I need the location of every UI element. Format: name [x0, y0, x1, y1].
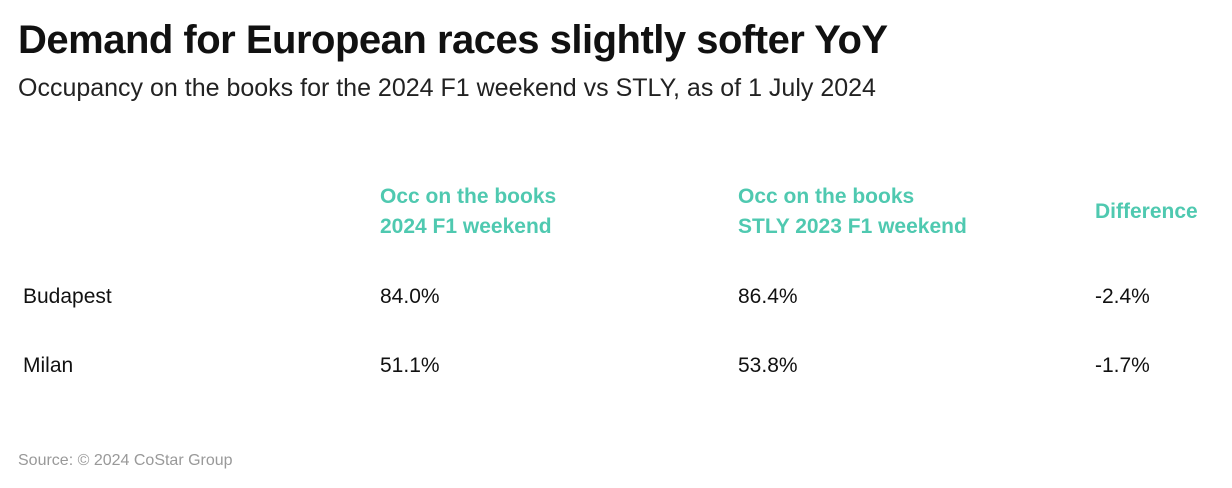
column-header-occ-2024-line2: 2024 F1 weekend	[380, 215, 552, 238]
cell-budapest-difference: -2.4%	[1095, 285, 1150, 308]
row-label-budapest: Budapest	[23, 285, 112, 308]
column-header-difference: Difference	[1095, 197, 1198, 227]
source-note: Source: © 2024 CoStar Group	[18, 452, 233, 469]
column-header-occ-stly: Occ on the books STLY 2023 F1 weekend	[738, 182, 967, 242]
cell-budapest-occ-stly: 86.4%	[738, 285, 798, 308]
cell-budapest-occ-2024: 84.0%	[380, 285, 440, 308]
column-header-occ-stly-line1: Occ on the books	[738, 185, 915, 208]
chart-subtitle: Occupancy on the books for the 2024 F1 w…	[18, 74, 876, 102]
row-label-milan: Milan	[23, 354, 74, 377]
column-header-occ-2024-line1: Occ on the books	[380, 185, 557, 208]
column-header-difference-line1: Difference	[1095, 200, 1198, 223]
chart-title: Demand for European races slightly softe…	[18, 18, 888, 62]
cell-milan-occ-2024: 51.1%	[380, 354, 440, 377]
cell-milan-occ-stly: 53.8%	[738, 354, 798, 377]
cell-milan-difference: -1.7%	[1095, 354, 1150, 377]
column-header-occ-stly-line2: STLY 2023 F1 weekend	[738, 215, 967, 238]
column-header-occ-2024: Occ on the books 2024 F1 weekend	[380, 182, 556, 242]
